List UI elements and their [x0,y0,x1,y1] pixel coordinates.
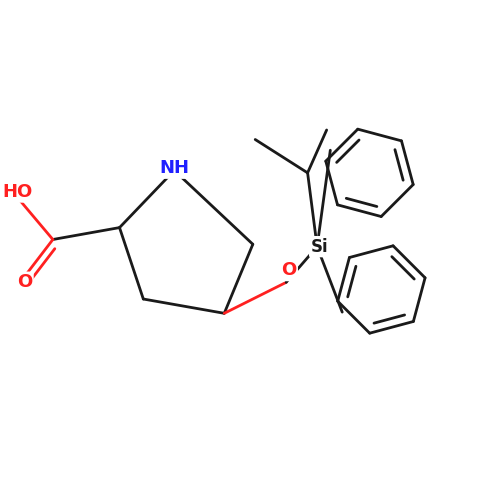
Text: HO: HO [2,183,32,201]
Text: Si: Si [311,238,328,256]
Text: NH: NH [160,159,189,177]
Text: O: O [17,274,32,291]
Text: O: O [281,262,296,279]
